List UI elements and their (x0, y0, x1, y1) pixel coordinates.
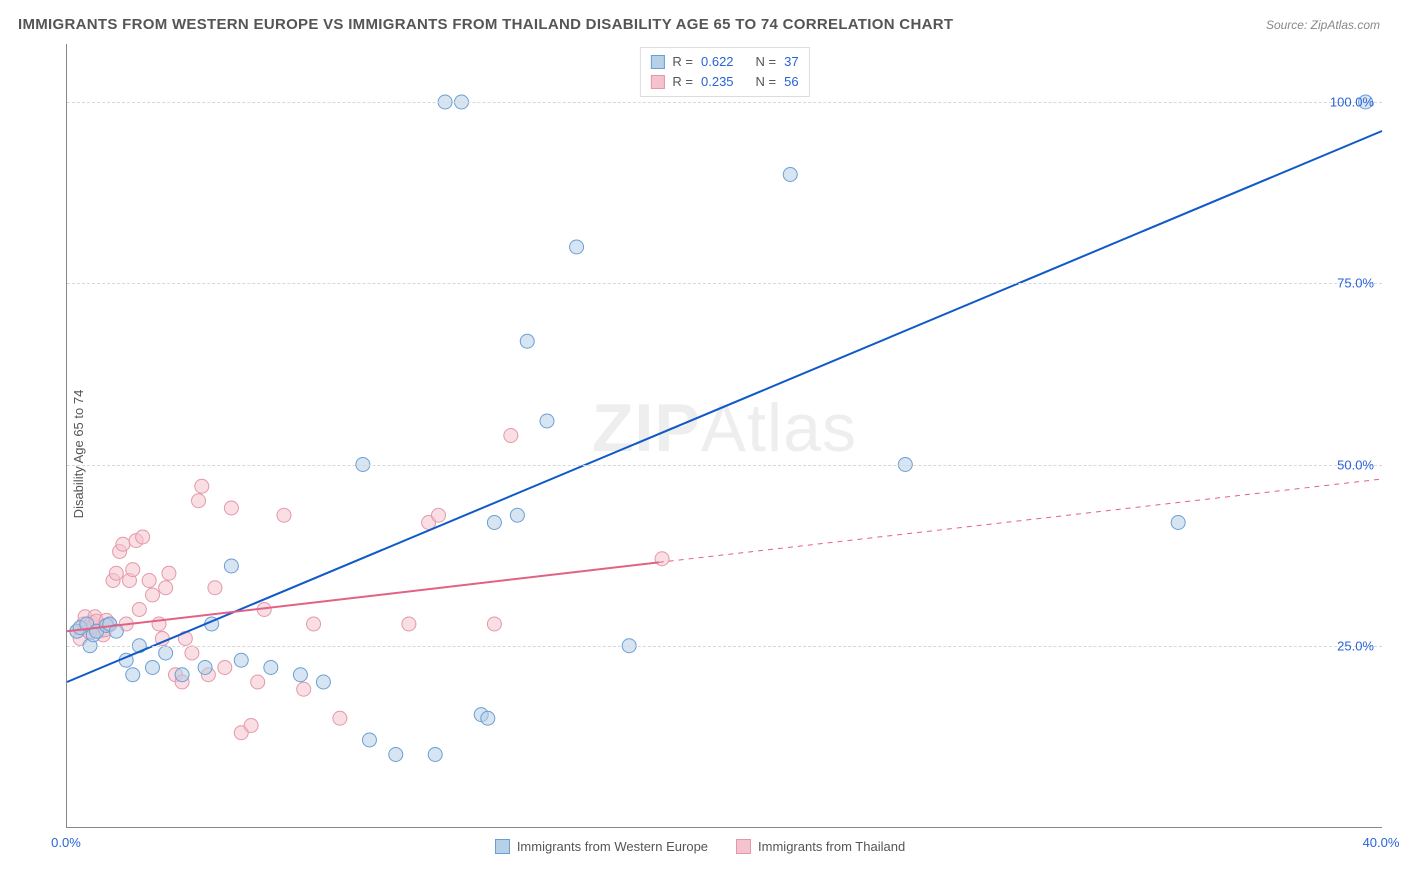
y-tick-label: 75.0% (1337, 276, 1374, 291)
r-value-a: 0.622 (701, 52, 734, 72)
y-tick-label: 100.0% (1330, 95, 1374, 110)
legend-row-a: R = 0.622 N = 37 (650, 52, 798, 72)
chart-title: IMMIGRANTS FROM WESTERN EUROPE VS IMMIGR… (18, 16, 953, 33)
n-value-b: 56 (784, 72, 798, 92)
swatch-a-icon (495, 839, 510, 854)
x-tick-label: 40.0% (1363, 835, 1400, 850)
swatch-a (650, 55, 664, 69)
chart-container: Disability Age 65 to 74 ZIPAtlas R = 0.6… (18, 44, 1382, 864)
series-b-name: Immigrants from Thailand (758, 839, 905, 854)
r-label: R = (672, 72, 693, 92)
legend-item-a: Immigrants from Western Europe (495, 839, 708, 854)
swatch-b-icon (736, 839, 751, 854)
x-tick-label: 0.0% (51, 835, 81, 850)
n-value-a: 37 (784, 52, 798, 72)
legend-item-b: Immigrants from Thailand (736, 839, 905, 854)
r-label: R = (672, 52, 693, 72)
y-tick-label: 25.0% (1337, 638, 1374, 653)
legend-row-b: R = 0.235 N = 56 (650, 72, 798, 92)
r-value-b: 0.235 (701, 72, 734, 92)
n-label: N = (756, 52, 777, 72)
series-a-name: Immigrants from Western Europe (517, 839, 708, 854)
n-label: N = (756, 72, 777, 92)
source-label: Source: ZipAtlas.com (1266, 18, 1380, 32)
swatch-b (650, 75, 664, 89)
plot-area: ZIPAtlas R = 0.622 N = 37 R = 0.235 N = … (66, 44, 1382, 828)
plot-svg (67, 44, 1382, 827)
y-tick-label: 50.0% (1337, 457, 1374, 472)
correlation-legend: R = 0.622 N = 37 R = 0.235 N = 56 (639, 47, 809, 97)
series-legend: Immigrants from Western Europe Immigrant… (18, 839, 1382, 854)
